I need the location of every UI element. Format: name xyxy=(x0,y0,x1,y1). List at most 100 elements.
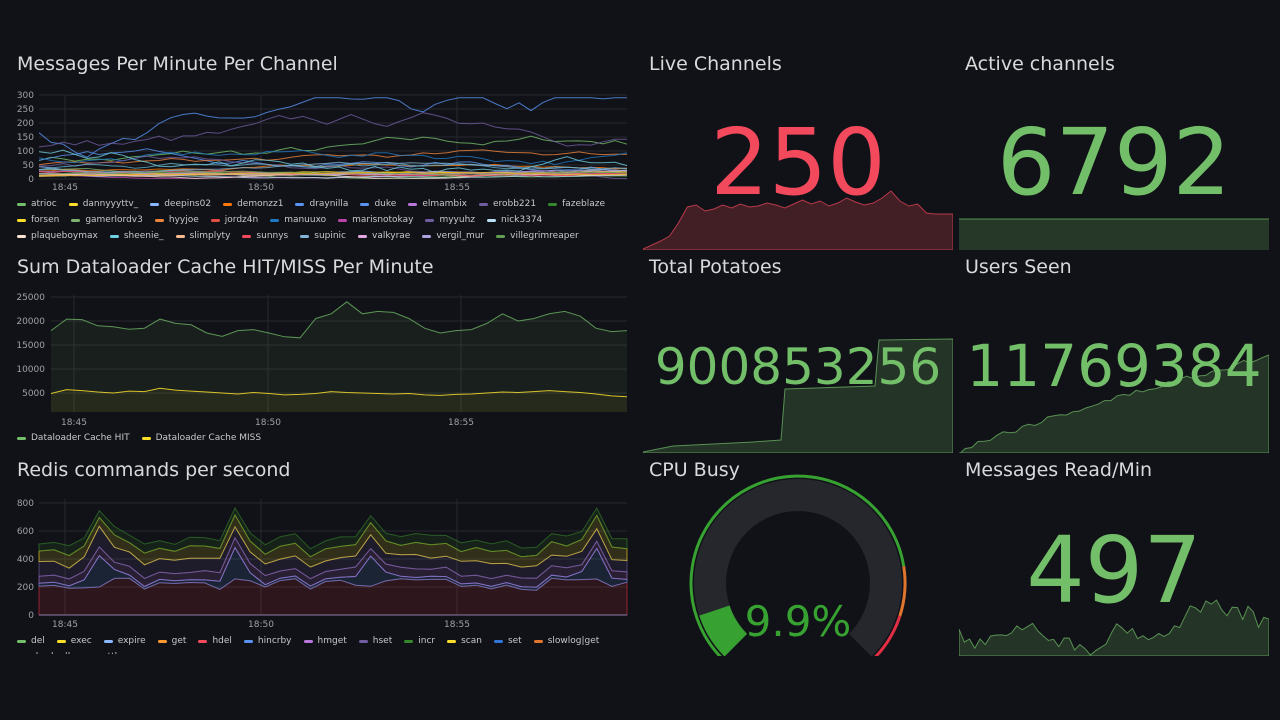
legend-swatch xyxy=(243,639,253,643)
redis-chart[interactable]: 800 600 400 200 0 18:45 18:50 18:55 xyxy=(17,493,629,643)
legend-item[interactable]: ttl xyxy=(94,649,118,654)
legend-item[interactable]: forsen xyxy=(17,212,59,228)
legend-item[interactable]: exec xyxy=(56,633,92,649)
legend-swatch xyxy=(157,639,167,643)
legend-label: manuuxo xyxy=(284,215,327,225)
legend-item[interactable]: scan xyxy=(447,633,482,649)
legend-item[interactable]: sunnys xyxy=(242,228,288,244)
legend-item[interactable]: villegrimreaper xyxy=(496,228,579,244)
legend-item[interactable]: set xyxy=(493,633,522,649)
gauge-threshold-orange xyxy=(898,566,907,617)
legend-item[interactable]: erobb221 xyxy=(478,196,536,212)
cpu-gauge xyxy=(689,474,907,656)
x-tick: 18:50 xyxy=(255,418,281,428)
cache-hit-area xyxy=(51,301,627,412)
legend-swatch xyxy=(425,218,435,222)
legend-item[interactable]: hyyjoe xyxy=(154,212,199,228)
gauge-threshold-red xyxy=(874,615,902,656)
legend-item[interactable]: duke xyxy=(360,196,396,212)
legend-swatch xyxy=(303,639,313,643)
y-tick: 600 xyxy=(17,527,34,537)
messages-per-minute-panel: Messages Per Minute Per Channel 300 250 … xyxy=(17,53,629,248)
legend-swatch xyxy=(270,218,280,222)
y-tick: 15000 xyxy=(17,341,45,351)
legend-item[interactable]: del xyxy=(17,633,45,649)
messages-legend: atrioc dannyyyttv_ deepins02 demonzz1 drayni… xyxy=(17,196,622,248)
panel-title: Messages Per Minute Per Channel xyxy=(17,53,338,75)
legend-label: hset xyxy=(372,636,393,646)
cache-hit-line xyxy=(50,301,628,339)
legend-item[interactable]: elmambix xyxy=(408,196,467,212)
legend-item[interactable]: supinic xyxy=(300,228,346,244)
legend-item[interactable]: incr xyxy=(404,633,435,649)
legend-item[interactable]: vonza xyxy=(17,244,58,248)
cache-miss-line xyxy=(50,387,628,398)
legend-swatch xyxy=(17,202,26,206)
legend-swatch xyxy=(154,218,164,222)
legend-item[interactable]: xqc xyxy=(70,244,100,248)
legend-label: hyyjoe xyxy=(168,215,199,225)
panel-title: Messages Read/Min xyxy=(965,459,1153,481)
legend-label: get xyxy=(171,636,187,646)
legend-item[interactable]: manuuxo xyxy=(270,212,326,228)
legend-item[interactable]: nick3374 xyxy=(487,212,542,228)
legend-item[interactable]: plaqueboymax xyxy=(17,228,98,244)
legend-item[interactable]: Dataloader Cache MISS xyxy=(141,430,261,446)
legend-item[interactable]: deepins02 xyxy=(150,196,211,212)
y-tick: 10000 xyxy=(17,365,45,375)
legend-item[interactable]: slowlog|get xyxy=(533,633,600,649)
y-tick: 0 xyxy=(28,175,34,185)
legend-item[interactable]: dannyyyttv_ xyxy=(68,196,139,212)
legend-item[interactable]: sheenie_ xyxy=(109,228,164,244)
cache-chart[interactable]: 25000 20000 15000 10000 5000 18:45 18:50… xyxy=(17,290,629,440)
legend-label: incr xyxy=(418,636,436,646)
gauge-value-arc xyxy=(699,605,748,656)
messages-chart[interactable]: 300 250 200 150 100 50 0 18:45 18:50 18:… xyxy=(17,87,629,227)
legend-label: slowlog|get xyxy=(547,636,600,646)
legend-item[interactable]: draynilla xyxy=(295,196,348,212)
legend-label: supinic xyxy=(314,231,347,241)
legend-swatch xyxy=(150,202,160,206)
legend-item[interactable]: fazeblaze xyxy=(548,196,605,212)
series-line xyxy=(38,112,628,148)
legend-item[interactable]: valkyrae xyxy=(358,228,410,244)
legend-item[interactable]: hset xyxy=(358,633,393,649)
legend-item[interactable]: Dataloader Cache HIT xyxy=(17,430,130,446)
legend-swatch xyxy=(17,639,26,643)
legend-label: draynilla xyxy=(309,199,349,209)
y-tick: 400 xyxy=(17,555,34,565)
legend-label: vergil_mur xyxy=(436,231,485,241)
legend-item[interactable]: slowlog|len xyxy=(17,649,82,654)
gauge-track xyxy=(694,478,902,656)
legend-item[interactable]: atrioc xyxy=(17,196,57,212)
legend-label: hincrby xyxy=(257,636,292,646)
legend-label: slimplyty xyxy=(189,231,231,241)
legend-swatch xyxy=(404,639,414,643)
legend-item[interactable]: gamerlordv3 xyxy=(71,212,143,228)
legend-label: expire xyxy=(117,636,146,646)
panel-title: Redis commands per second xyxy=(17,459,291,481)
legend-item[interactable]: vergil_mur xyxy=(422,228,484,244)
series-line xyxy=(38,171,628,177)
legend-label: dannyyyttv_ xyxy=(82,199,139,209)
y-tick: 250 xyxy=(17,105,34,115)
legend-item[interactable]: myyuhz xyxy=(425,212,475,228)
total-potatoes-panel: Total Potatoes 900853256 xyxy=(643,256,953,453)
legend-item[interactable]: get xyxy=(157,633,187,649)
legend-swatch xyxy=(358,639,368,643)
legend-item[interactable]: jordz4n xyxy=(210,212,258,228)
legend-label: atrioc xyxy=(31,199,57,209)
legend-item[interactable]: hmget xyxy=(303,633,347,649)
legend-label: gamerlordv3 xyxy=(85,215,143,225)
legend-item[interactable]: expire xyxy=(103,633,146,649)
legend-item[interactable]: marisnotokay xyxy=(338,212,413,228)
y-tick: 800 xyxy=(17,499,34,509)
legend-item[interactable]: hincrby xyxy=(243,633,292,649)
y-tick: 200 xyxy=(17,119,34,129)
legend-item[interactable]: demonzz1 xyxy=(223,196,283,212)
legend-item[interactable]: hdel xyxy=(198,633,232,649)
legend-swatch xyxy=(358,234,368,238)
legend-label: Dataloader Cache HIT xyxy=(31,433,130,443)
legend-item[interactable]: slimplyty xyxy=(175,228,231,244)
messages-read-panel: Messages Read/Min 497 xyxy=(959,459,1269,656)
